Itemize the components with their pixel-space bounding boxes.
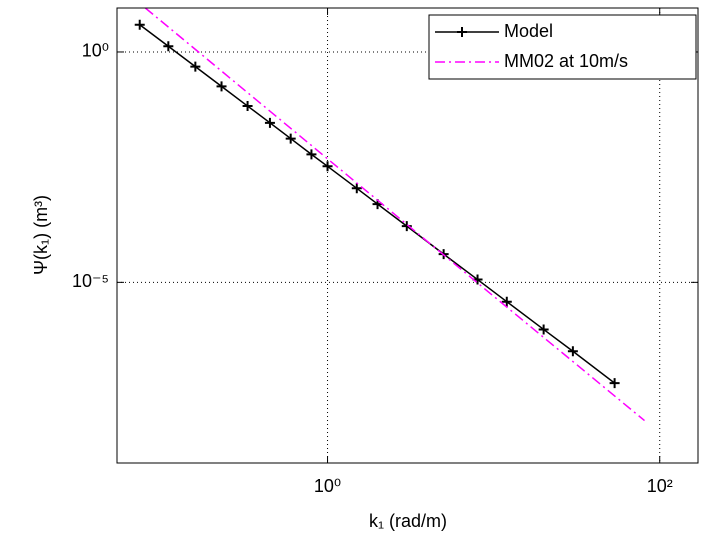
legend-label: MM02 at 10m/s (504, 51, 628, 71)
legend-label: Model (504, 21, 553, 41)
marker (163, 41, 174, 52)
marker (242, 101, 253, 112)
marker (134, 19, 145, 30)
legend-marker (457, 27, 467, 37)
marker (306, 149, 317, 160)
marker (401, 221, 412, 232)
marker (216, 81, 227, 92)
y-tick-label: 10⁰ (82, 41, 109, 61)
marker (322, 161, 333, 172)
y-axis-label: Ψ(k₁) (m³) (31, 195, 51, 275)
marker (567, 346, 578, 357)
x-tick-label: 10⁰ (314, 476, 341, 496)
marker (538, 324, 549, 335)
series-line (144, 8, 646, 422)
series-line (139, 24, 616, 384)
x-tick-label: 10² (647, 476, 673, 496)
marker (501, 296, 512, 307)
marker (285, 133, 296, 144)
plot-frame (116, 7, 699, 464)
marker (609, 378, 620, 389)
marker (351, 183, 362, 194)
legend-box (428, 14, 697, 80)
x-axis-label: k₁ (rad/m) (369, 511, 447, 531)
marker (264, 117, 275, 128)
marker (190, 61, 201, 72)
y-tick-label: 10⁻⁵ (72, 271, 109, 291)
